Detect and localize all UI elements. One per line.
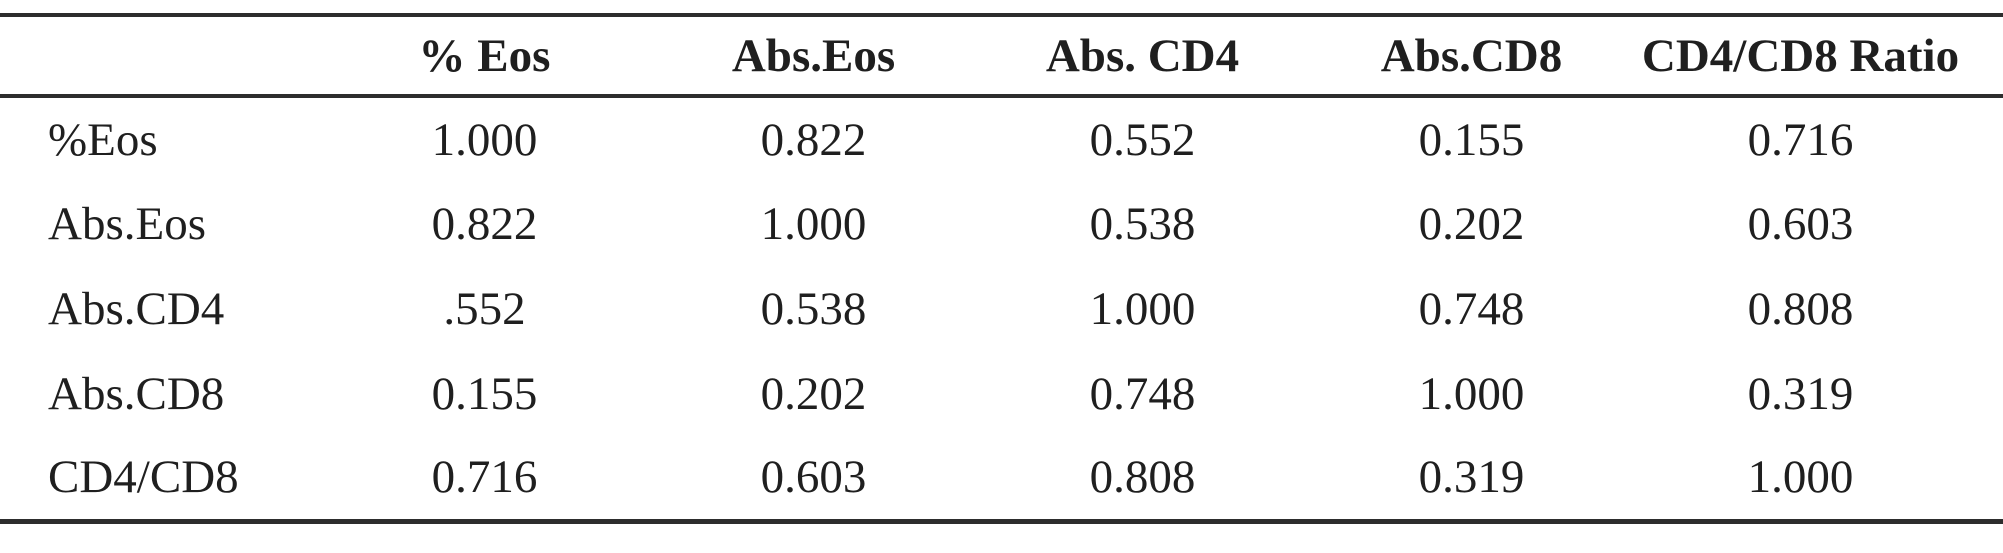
column-header-pct-eos: % Eos (418, 29, 551, 82)
spacer-cell (1965, 351, 2003, 436)
row-label: Abs.CD4 (48, 282, 225, 335)
value-cell: 0.822 (431, 197, 538, 250)
table-row-cd4-cd8: CD4/CD8 0.716 0.603 0.808 0.319 1.000 (0, 436, 2003, 521)
value-cell: 0.319 (1418, 451, 1525, 504)
corner-cell (0, 15, 320, 96)
correlation-table: % Eos Abs.Eos Abs. CD4 Abs.CD8 CD4/CD8 R… (0, 13, 2003, 524)
header-row: % Eos Abs.Eos Abs. CD4 Abs.CD8 CD4/CD8 R… (0, 15, 2003, 96)
table-header: % Eos Abs.Eos Abs. CD4 Abs.CD8 CD4/CD8 R… (0, 15, 2003, 96)
row-label: %Eos (48, 113, 158, 166)
value-cell: 0.716 (431, 451, 538, 504)
spacer-cell (1965, 436, 2003, 521)
table-row-abs-eos: Abs.Eos 0.822 1.000 0.538 0.202 0.603 (0, 181, 2003, 266)
column-header-abs-eos: Abs.Eos (731, 29, 896, 82)
value-cell: 0.319 (1747, 367, 1854, 420)
table-row-abs-cd8: Abs.CD8 0.155 0.202 0.748 1.000 0.319 (0, 351, 2003, 436)
column-header-cd4-cd8-ratio: CD4/CD8 Ratio (1641, 29, 1960, 82)
table-body: %Eos 1.000 0.822 0.552 0.155 0.716 Abs.E… (0, 96, 2003, 521)
spacer-cell (1965, 15, 2003, 96)
spacer-cell (1965, 266, 2003, 351)
value-cell: .552 (443, 282, 526, 335)
table-row-abs-cd4: Abs.CD4 .552 0.538 1.000 0.748 0.808 (0, 266, 2003, 351)
spacer-cell (1965, 96, 2003, 181)
column-header-abs-cd4: Abs. CD4 (1045, 29, 1240, 82)
column-header-abs-cd8: Abs.CD8 (1380, 29, 1563, 82)
value-cell: 0.748 (1089, 367, 1196, 420)
value-cell: 1.000 (760, 197, 867, 250)
value-cell: 0.603 (1747, 197, 1854, 250)
value-cell: 0.603 (760, 451, 867, 504)
value-cell: 1.000 (431, 113, 538, 166)
row-label: Abs.CD8 (48, 367, 225, 420)
value-cell: 0.822 (760, 113, 867, 166)
value-cell: 0.155 (1418, 113, 1525, 166)
value-cell: 1.000 (1089, 282, 1196, 335)
row-label: CD4/CD8 (48, 451, 239, 504)
value-cell: 1.000 (1418, 367, 1525, 420)
value-cell: 0.552 (1089, 113, 1196, 166)
value-cell: 0.716 (1747, 113, 1854, 166)
value-cell: 0.202 (1418, 197, 1525, 250)
value-cell: 0.748 (1418, 282, 1525, 335)
spacer-cell (1965, 181, 2003, 266)
value-cell: 0.808 (1747, 282, 1854, 335)
value-cell: 1.000 (1747, 451, 1854, 504)
table-row-pct-eos: %Eos 1.000 0.822 0.552 0.155 0.716 (0, 96, 2003, 181)
value-cell: 0.202 (760, 367, 867, 420)
value-cell: 0.538 (760, 282, 867, 335)
value-cell: 0.538 (1089, 197, 1196, 250)
value-cell: 0.155 (431, 367, 538, 420)
row-label: Abs.Eos (48, 197, 206, 250)
value-cell: 0.808 (1089, 451, 1196, 504)
